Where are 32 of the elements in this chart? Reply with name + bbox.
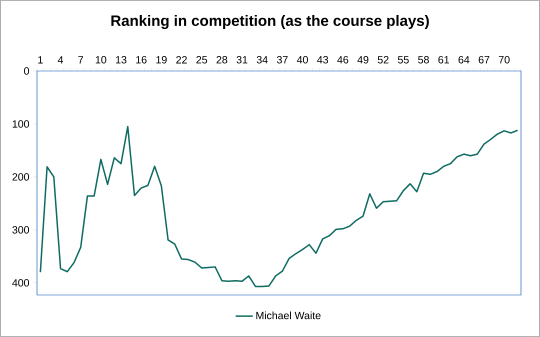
x-tick-label: 58: [418, 56, 429, 64]
chart-title: Ranking in competition (as the course plays): [111, 14, 429, 30]
legend-label: Michael Waite: [256, 312, 321, 320]
x-tick-label: 40: [296, 56, 308, 64]
x-tick-label: 28: [216, 56, 228, 64]
x-tick-label: 37: [276, 56, 288, 64]
x-tick-label: 34: [256, 56, 268, 64]
line-series: [40, 126, 518, 288]
x-tick-label: 16: [136, 56, 147, 64]
x-tick-label: 67: [478, 56, 490, 64]
x-tick-label: 61: [438, 56, 450, 64]
y-tick-label: 100: [12, 120, 30, 128]
x-tick-label: 22: [176, 56, 187, 64]
x-tick-label: 70: [498, 56, 510, 64]
x-tick-label: 7: [78, 56, 84, 64]
x-tick-label: 25: [196, 56, 208, 64]
y-tick-label: 200: [12, 173, 30, 181]
x-tick-label: 4: [58, 56, 64, 64]
y-tick-label: 0: [24, 67, 30, 75]
x-tick-label: 1: [38, 56, 43, 64]
x-tick-label: 19: [156, 56, 167, 64]
x-tick-label: 10: [96, 56, 106, 64]
x-tick-label: 52: [378, 56, 388, 64]
y-tick-label: 400: [12, 279, 30, 287]
x-tick-label: 49: [357, 56, 368, 64]
x-tick-label: 55: [398, 56, 409, 64]
x-tick-label: 43: [317, 56, 328, 64]
x-tick-label: 31: [236, 56, 248, 64]
x-tick-label: 46: [337, 56, 348, 64]
x-tick-label: 64: [458, 56, 470, 64]
x-tick-label: 13: [116, 56, 126, 64]
y-tick-label: 300: [12, 226, 30, 234]
